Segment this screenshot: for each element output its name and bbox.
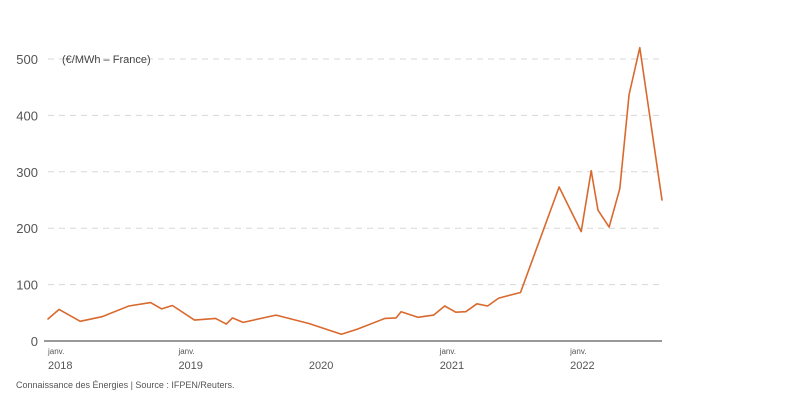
x-tick-month-2021: janv. [439,347,456,356]
series-layer [47,46,663,336]
x-tick-year-2021: 2021 [440,360,464,372]
gridlines [48,58,662,286]
y-tick-label-400: 400 [16,108,38,123]
unit-label: (€/MWh – France) [62,54,151,66]
x-axis-ticks: janv. 2018 janv. 2019 2020 janv. 2021 janv. 2022 [47,347,595,372]
y-tick-label-0: 0 [31,334,38,349]
source-credit: Connaissance des Énergies | Source : IFP… [16,380,235,390]
x-tick-month-2018: janv. [47,347,64,356]
x-tick-year-2018: 2018 [48,360,72,372]
y-axis-ticks: 0 100 200 300 400 500 [16,52,38,349]
series-line-0 [47,46,663,336]
x-tick-year-2019: 2019 [178,360,202,372]
y-tick-label-100: 100 [16,278,38,293]
x-tick-year-2022: 2022 [570,360,594,372]
y-tick-label-300: 300 [16,165,38,180]
x-tick-month-2019: janv. [177,347,194,356]
x-tick-month-2022: janv. [569,347,586,356]
y-tick-label-200: 200 [16,221,38,236]
x-tick-year-2020: 2020 [309,360,333,372]
y-tick-label-500: 500 [16,52,38,67]
